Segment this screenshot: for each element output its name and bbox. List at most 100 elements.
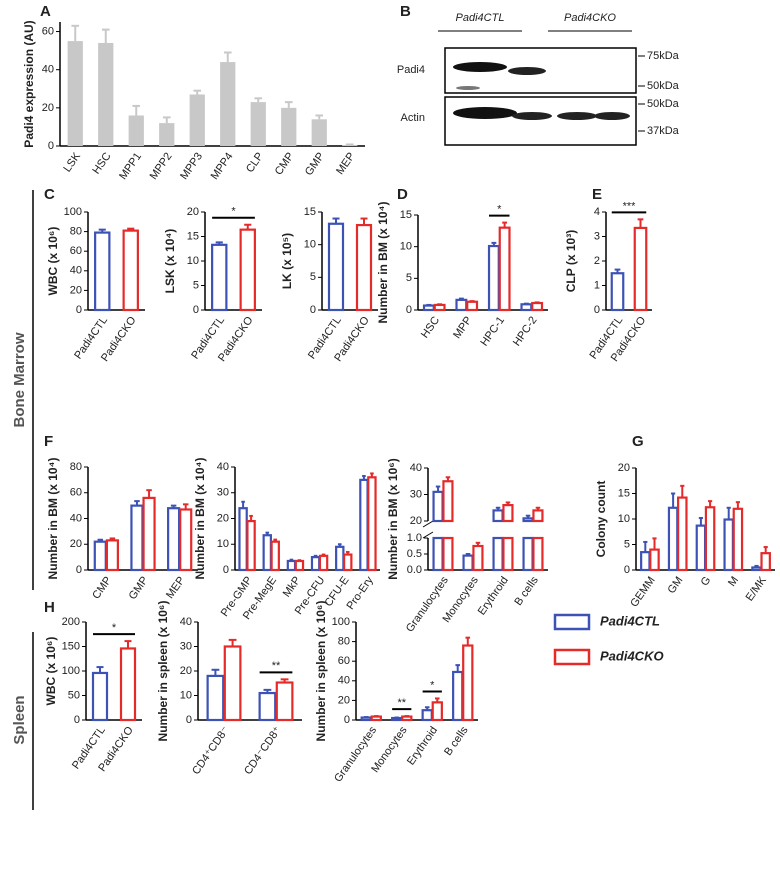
x-tick-label: HSC — [90, 150, 113, 176]
section-label: Spleen — [11, 695, 28, 744]
y-tick-label: 2 — [594, 255, 600, 267]
bar — [466, 300, 479, 312]
bar — [246, 519, 256, 572]
bar — [452, 670, 464, 722]
y-tick-label: 0 — [310, 304, 316, 316]
western-blot — [444, 47, 637, 146]
y-tick-label: 5 — [310, 271, 316, 283]
y-tick-label: 3 — [594, 230, 600, 242]
y-tick-label: 1.0 — [407, 532, 422, 544]
bar — [472, 544, 484, 572]
bar — [270, 540, 280, 572]
bar — [431, 701, 443, 722]
blot-row-label: Actin — [401, 112, 425, 124]
bar — [487, 244, 500, 312]
y-tick-label: 20 — [618, 462, 630, 474]
bar — [342, 145, 358, 146]
significance-label: *** — [623, 200, 637, 212]
panel-letter: F — [44, 433, 53, 450]
bar — [677, 496, 688, 572]
bar — [370, 715, 382, 722]
bar — [93, 540, 107, 572]
y-axis-label: LSK (x 10⁴) — [163, 229, 177, 294]
bar — [311, 119, 327, 146]
chart: 0.0 0.5 1.0 20 30 40 Number in BM (x 10⁶) Granu… — [386, 458, 548, 634]
significance-label: * — [497, 204, 502, 216]
blot-group: Padi4CTL — [456, 12, 505, 24]
bar — [532, 536, 544, 572]
y-tick-label: 1 — [594, 279, 600, 291]
bar — [522, 536, 534, 572]
chart: 0 20 40 60 80 Number in BM (x 10⁴) CMP GMP MEP — [46, 458, 198, 602]
bar — [142, 496, 156, 572]
x-tick-label: GM — [666, 575, 686, 596]
bar — [502, 504, 514, 523]
bar — [433, 303, 446, 312]
y-tick-label: 0 — [223, 564, 229, 576]
x-tick-label: MPP3 — [178, 151, 205, 182]
bar — [355, 223, 373, 312]
bar — [159, 123, 175, 146]
bar — [211, 243, 228, 312]
marker-label: 50kDa — [647, 80, 680, 92]
bar — [442, 536, 454, 572]
bar — [695, 524, 707, 572]
y-axis-label: Colony count — [594, 481, 608, 558]
y-tick-label: 0 — [76, 304, 82, 316]
y-tick-label: 0 — [624, 564, 630, 576]
x-tick-label: M — [726, 575, 741, 589]
x-tick-label: CMP — [90, 575, 114, 602]
y-axis-label: WBC (x 10⁶) — [44, 637, 58, 706]
blot-frame — [444, 96, 637, 146]
y-axis-label: Padi4 expression (AU) — [22, 20, 36, 147]
y-tick-label: 60 — [42, 25, 54, 37]
bar — [633, 226, 648, 312]
x-tick-label: MPP — [451, 315, 475, 341]
legend-swatch — [553, 648, 591, 666]
x-tick-label: CLP — [244, 151, 266, 175]
bar — [732, 507, 744, 572]
chart: 0 20 40 60 80 100 Number in spleen (x 10⁶) Gran… — [314, 601, 478, 784]
bar — [238, 507, 248, 572]
bar — [532, 509, 544, 523]
y-axis-label: Number in BM (x 10⁴) — [376, 202, 390, 324]
significance-label: ** — [272, 660, 281, 672]
panel-letter: H — [44, 599, 55, 616]
bar — [421, 709, 433, 722]
y-tick-label: 5 — [193, 279, 199, 291]
x-tick-label: GMP — [303, 151, 327, 178]
bar — [318, 554, 329, 572]
bar — [667, 506, 679, 572]
bar — [223, 645, 242, 722]
y-tick-label: 10 — [400, 241, 412, 253]
y-axis-label: Number in BM (x 10⁴) — [193, 458, 207, 580]
y-tick-label: 40 — [42, 64, 54, 76]
y-tick-label: 200 — [62, 616, 80, 628]
x-tick-label: GEMM — [628, 575, 657, 610]
x-tick-label: MPP4 — [209, 151, 236, 182]
bar — [492, 509, 504, 523]
x-tick-label: MkP — [281, 575, 303, 600]
panel-letter: G — [632, 433, 644, 450]
y-axis-label: WBC (x 10⁶) — [46, 227, 60, 296]
panel-letter: B — [400, 3, 411, 20]
band — [594, 112, 630, 120]
bar — [492, 536, 504, 572]
y-tick-label: 0 — [406, 304, 412, 316]
y-tick-label: 20 — [70, 538, 82, 550]
y-tick-label: 40 — [338, 675, 350, 687]
y-tick-label: 10 — [180, 689, 192, 701]
x-tick-label: MEP — [334, 151, 358, 177]
y-tick-label: 40 — [217, 461, 229, 473]
bar — [250, 102, 266, 146]
y-tick-label: 5 — [624, 538, 630, 550]
bar — [704, 506, 716, 572]
bar — [67, 41, 83, 147]
bar — [189, 94, 205, 146]
y-tick-label: 0 — [74, 714, 80, 726]
bar — [760, 552, 771, 572]
bar — [128, 115, 144, 146]
